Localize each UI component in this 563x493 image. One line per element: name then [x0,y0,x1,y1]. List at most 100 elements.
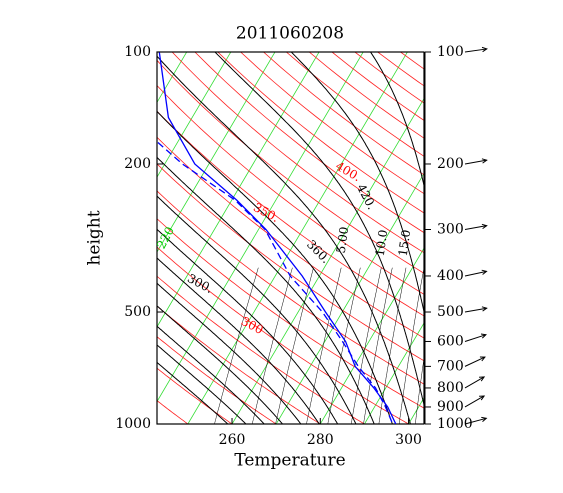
wind-arrow-head [479,356,486,362]
moist-adiabat [157,228,339,424]
isotherm [0,44,15,432]
y-tick-label: 500 [124,304,151,320]
wind-arrow [464,417,487,425]
contour-label: 420. [354,182,379,212]
x-tick-label: 260 [219,432,246,448]
moist-adiabat [157,282,302,424]
moist-adiabat [157,156,375,424]
isotherm [492,44,563,432]
y-tick-label: 1000 [115,416,151,432]
wind-arrow-head [481,158,488,164]
mixing-ratio-line [398,267,424,424]
dry-adiabat [157,163,424,362]
dry-adiabat [157,367,233,424]
isotherm [157,52,364,403]
wind-arrow-head [481,306,488,312]
wind-arrow-head [481,46,488,53]
isotherm [275,172,424,424]
moist-adiabat [157,195,357,424]
isotherm [231,97,424,424]
mixing-ratio-line [415,356,424,424]
moist-adiabat [157,344,247,424]
mixing-ratio-line [327,267,361,424]
mixing-ratio-line [363,267,393,424]
dry-adiabat [157,59,424,274]
mixing-ratio-line [306,267,342,424]
moist-adiabat [157,325,265,424]
y2-tick-label: 600 [437,333,464,349]
moist-adiabat [157,55,412,424]
chart-title: 2011060208 [236,24,344,44]
x-tick-label: 280 [307,432,334,448]
dry-adiabat [157,84,424,295]
isotherm [319,247,424,424]
moist-adiabat [157,361,229,424]
plot-frame [156,51,425,425]
y-tick-label: 100 [124,44,151,60]
y2-tick-label: 400 [437,268,464,284]
sounding-line [157,140,394,424]
dry-adiabat [157,136,424,339]
dry-adiabat [331,52,424,121]
isotherm [448,44,563,432]
mixing-ratio-line [275,267,314,424]
contour-label: 350. [251,200,281,225]
wind-arrow-head [481,223,488,230]
y2-tick-label: 900 [437,399,464,415]
isotherm [536,44,563,432]
wind-arrow [464,395,485,408]
y2-tick-label: 500 [437,304,464,320]
isotherm [0,44,59,432]
dry-adiabat [194,52,424,234]
y2-tick-label: 100 [437,44,464,60]
moist-adiabat [290,52,424,314]
dry-adiabat [157,218,424,409]
wind-arrow [464,225,487,230]
wind-arrow [464,307,487,313]
isotherm [157,52,232,178]
wind-arrow [464,270,487,277]
dry-adiabat [217,52,424,214]
contour-label: 15.0 [396,229,414,257]
contour-label: 400. [333,159,363,184]
wind-arrow [464,334,487,342]
isotherm [363,322,424,424]
isotherm [157,52,276,253]
dry-adiabat [157,400,189,424]
x-axis-label: Temperature [234,451,345,471]
dry-adiabat [157,336,277,424]
y2-tick-label: 800 [437,380,464,396]
y2-tick-label: 700 [437,358,464,374]
dry-adiabat [171,52,424,254]
wind-arrow-head [481,269,488,275]
dry-adiabat [157,110,424,317]
dry-adiabat [157,275,366,424]
sounding-line [158,52,397,424]
wind-arrow-head [481,416,488,422]
mixing-ratio-line [214,267,259,424]
moist-adiabat [214,52,424,408]
wind-arrow [464,48,487,53]
y2-tick-label: 300 [437,221,464,237]
isotherm [0,44,148,432]
mixing-ratio-line [251,267,293,424]
isotherm [187,52,408,424]
wind-arrow [464,159,487,165]
moist-adiabat [157,305,284,424]
moist-adiabat [157,257,320,424]
dry-adiabat [157,246,410,424]
contour-label: 300 [239,314,266,337]
contour-label: 5.00 [334,226,352,254]
dry-adiabat [157,190,424,385]
wind-arrow [464,356,486,367]
y-axis-label: height [85,210,105,265]
dry-adiabat [157,305,322,424]
y2-tick-label: 1000 [437,416,473,432]
mixing-ratio-line [378,267,407,424]
y-tick-label: 200 [124,156,151,172]
isotherm [157,52,320,328]
isotherm [408,397,424,424]
x-tick-label: 300 [395,432,422,448]
wind-arrow-head [480,333,487,339]
